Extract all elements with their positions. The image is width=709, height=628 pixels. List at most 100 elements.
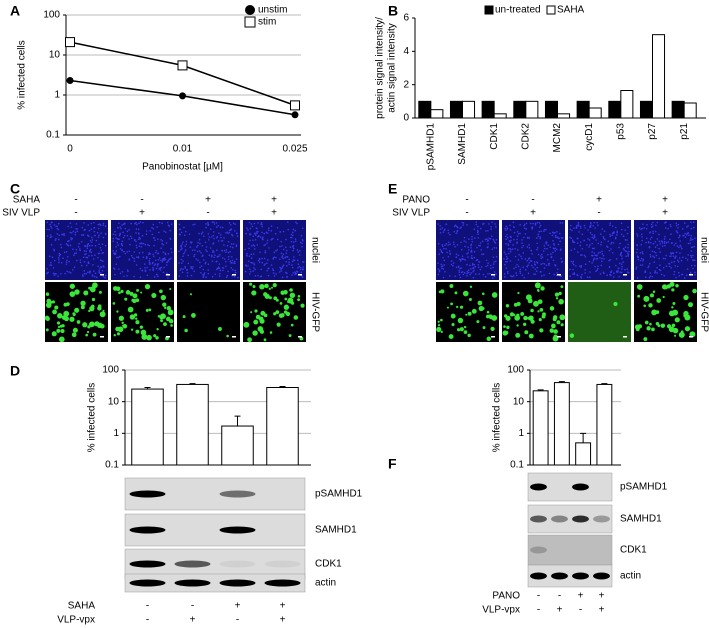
- cell: [438, 290, 442, 294]
- cell: [505, 242, 507, 245]
- cell: [479, 227, 482, 230]
- cell: [190, 267, 193, 269]
- cell: [287, 228, 290, 231]
- cell: [676, 245, 679, 247]
- protein-label: SAMHD1: [620, 514, 662, 525]
- cell: [121, 224, 123, 226]
- cell: [85, 253, 87, 255]
- cell: [130, 254, 133, 257]
- micrograph: [436, 220, 499, 280]
- cell: [479, 242, 482, 244]
- cell: [505, 258, 508, 261]
- cell: [118, 268, 120, 270]
- cell: [693, 226, 695, 229]
- cell: [485, 230, 487, 232]
- cell: [301, 276, 304, 278]
- cell: [250, 257, 253, 259]
- cell: [65, 261, 68, 263]
- cell: [158, 231, 160, 234]
- cell: [261, 257, 263, 260]
- cell: [135, 317, 138, 320]
- micrograph: [177, 282, 240, 342]
- cell: [88, 254, 90, 257]
- cell: [636, 284, 643, 290]
- cell: [510, 239, 512, 242]
- cell: [225, 249, 228, 251]
- cell: [473, 263, 476, 266]
- cell: [98, 290, 102, 294]
- cell: [99, 224, 102, 226]
- cell: [133, 275, 135, 278]
- error-bar: [234, 415, 241, 427]
- scale-bar: [623, 336, 627, 338]
- cell: [577, 225, 580, 227]
- cell: [184, 267, 187, 269]
- cell: [60, 246, 63, 249]
- cell: [552, 259, 555, 262]
- cell: [166, 221, 169, 224]
- cell: [493, 261, 495, 263]
- cell: [204, 261, 207, 264]
- cell: [234, 230, 236, 232]
- cell: [648, 303, 653, 308]
- cell: [279, 245, 281, 248]
- cell: [227, 240, 230, 243]
- cell: [608, 259, 610, 262]
- cell: [486, 264, 489, 267]
- cell: [556, 248, 558, 251]
- cell: [543, 244, 546, 247]
- cell: [153, 334, 157, 338]
- cell: [549, 232, 551, 235]
- cell: [272, 269, 275, 272]
- bar: [576, 100, 590, 119]
- cell: [684, 236, 687, 239]
- cell: [90, 251, 93, 254]
- cell: [75, 248, 78, 251]
- cell: [674, 256, 677, 259]
- cell: [610, 248, 612, 250]
- cell: [531, 226, 534, 229]
- cell: [589, 232, 592, 234]
- cell: [492, 238, 495, 241]
- bar: [462, 100, 476, 119]
- cell: [50, 227, 53, 229]
- blot-band: [129, 490, 166, 498]
- cell: [628, 250, 630, 253]
- cell: [524, 233, 527, 235]
- cell: [664, 257, 667, 260]
- cell: [619, 242, 621, 245]
- cell: [220, 236, 222, 239]
- cell: [45, 292, 50, 297]
- cell: [85, 264, 88, 267]
- cell: [521, 274, 524, 277]
- cell: [505, 261, 507, 263]
- cell: [622, 247, 625, 250]
- cell: [482, 292, 485, 296]
- cell: [645, 237, 648, 240]
- cell: [273, 251, 276, 254]
- cell: [263, 244, 265, 247]
- cell: [80, 240, 83, 243]
- cell: [294, 238, 297, 240]
- cell: [158, 257, 161, 259]
- condition-sign: -: [146, 615, 149, 626]
- cell: [512, 275, 515, 277]
- bar: [652, 34, 666, 119]
- cell: [525, 222, 528, 225]
- cell: [194, 249, 196, 251]
- error-bar: [601, 383, 608, 385]
- cell: [186, 272, 189, 274]
- cell: [658, 240, 661, 243]
- cell: [267, 229, 270, 232]
- cell: [115, 237, 117, 239]
- cell: [202, 276, 205, 278]
- cell: [135, 264, 138, 266]
- cell: [517, 232, 520, 235]
- cell: [676, 232, 679, 234]
- cell: [522, 322, 527, 326]
- cell: [208, 236, 211, 238]
- condition-sign: -: [206, 208, 209, 219]
- cell: [138, 222, 140, 225]
- cell: [470, 247, 472, 249]
- cell: [146, 274, 149, 277]
